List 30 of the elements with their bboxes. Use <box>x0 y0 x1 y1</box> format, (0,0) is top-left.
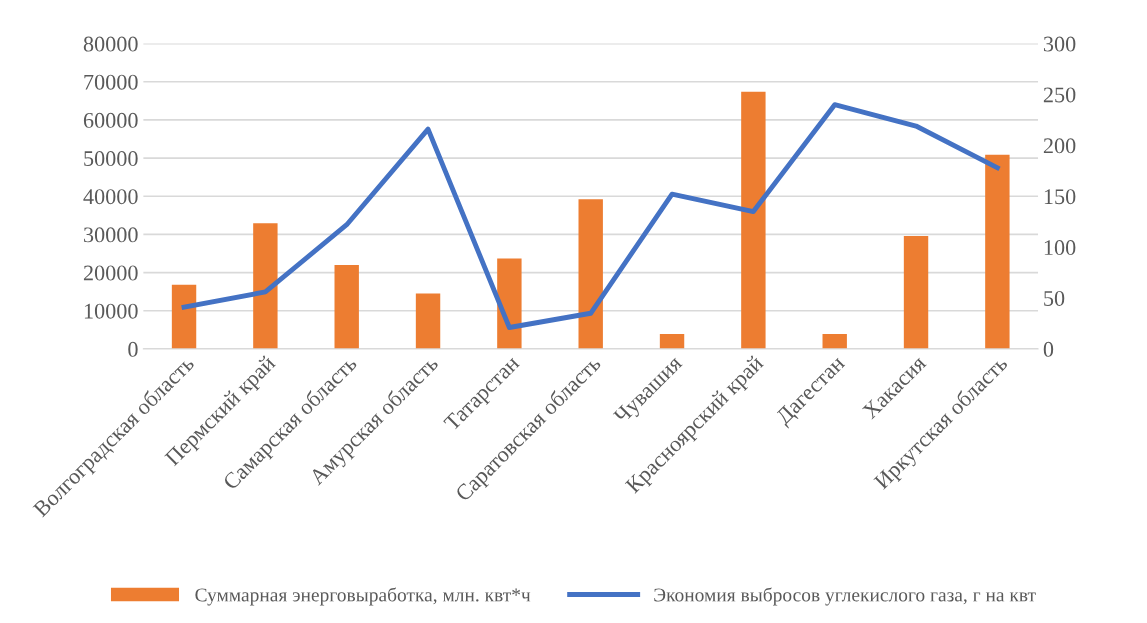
y-tick-label: 30000 <box>84 227 138 243</box>
y-tick-label: 0 <box>128 341 138 357</box>
y2-tick-label: 200 <box>1043 138 1076 154</box>
y-tick-label: 40000 <box>83 189 138 205</box>
y-tick-label: 20000 <box>83 265 138 281</box>
bar <box>415 293 441 349</box>
bar <box>659 334 685 349</box>
y2-tick-label: 0 <box>1043 341 1054 357</box>
y-tick-label: 80000 <box>83 36 138 52</box>
y-tick-label: 60000 <box>83 112 138 128</box>
y2-tick-label: 300 <box>1043 36 1076 52</box>
legend-label: Экономия выбросов углекислого газа, г на квт <box>654 587 1036 606</box>
y2-tick-label: 250 <box>1043 87 1076 103</box>
bar <box>985 154 1010 349</box>
y2-tick-label: 100 <box>1044 240 1076 256</box>
line-series <box>181 102 1000 330</box>
y2-tick-label: 50 <box>1044 290 1065 306</box>
y2-tick-label: 150 <box>1044 189 1076 205</box>
bar <box>903 235 929 349</box>
bar <box>822 334 847 349</box>
bar <box>171 284 197 349</box>
y-tick-label: 50000 <box>84 151 138 167</box>
y-tick-label: 70000 <box>84 74 138 90</box>
legend-label: Суммарная энерговыработка, млн. квт*ч <box>195 587 531 606</box>
bar <box>578 199 603 349</box>
bar <box>253 223 278 349</box>
bar <box>497 258 522 349</box>
bar <box>334 264 359 349</box>
bar <box>741 91 766 349</box>
y-tick-label: 10000 <box>84 303 138 319</box>
